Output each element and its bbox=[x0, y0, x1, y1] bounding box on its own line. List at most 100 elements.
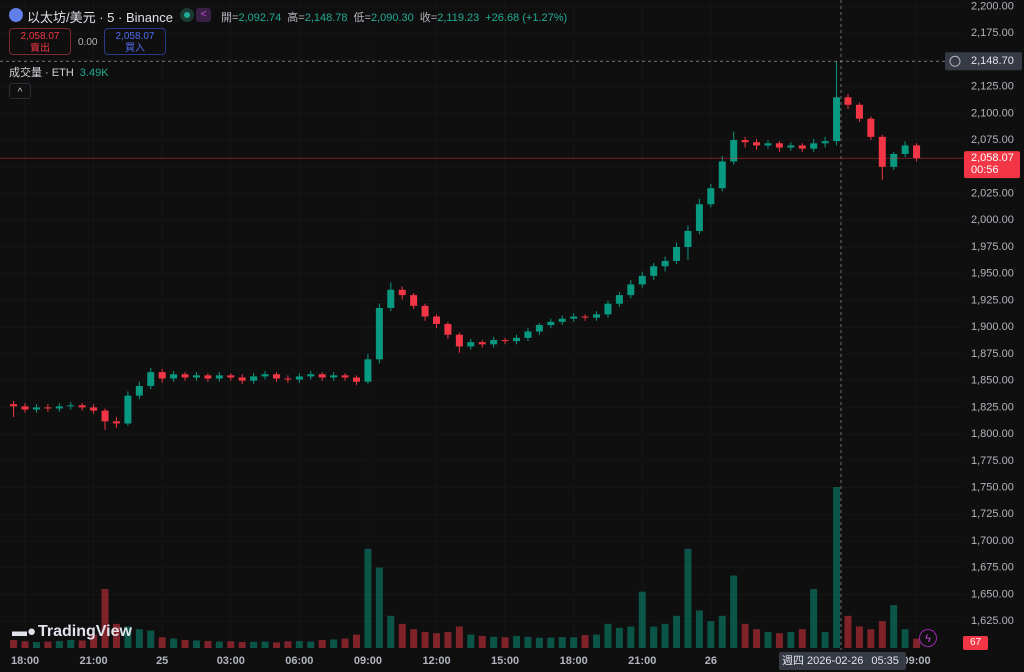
sell-button[interactable]: 2,058.07 賣出 bbox=[9, 28, 71, 55]
status-icon[interactable] bbox=[180, 8, 194, 22]
volume-bar bbox=[341, 638, 349, 648]
candle-body bbox=[581, 316, 589, 318]
candle-body bbox=[227, 375, 235, 378]
y-tick-label: 1,775.00 bbox=[971, 455, 1014, 467]
ohlc-label: 開= bbox=[221, 12, 239, 24]
y-tick-label: 1,825.00 bbox=[971, 401, 1014, 413]
candle-body bbox=[272, 374, 280, 379]
volume-bar bbox=[433, 633, 441, 648]
candle-body bbox=[478, 342, 486, 345]
x-tick-label: 15:00 bbox=[491, 655, 519, 667]
candle-body bbox=[353, 377, 360, 382]
volume-bar bbox=[90, 634, 98, 648]
candle-body bbox=[833, 97, 841, 142]
y-tick-label: 1,900.00 bbox=[971, 321, 1014, 333]
add-alert-icon[interactable] bbox=[949, 55, 961, 67]
volume-bar bbox=[695, 610, 703, 648]
volume-bar bbox=[787, 631, 795, 648]
volume-bar bbox=[684, 548, 692, 648]
volume-bar bbox=[181, 639, 189, 648]
volume-bar bbox=[147, 630, 155, 648]
volume-bar bbox=[112, 623, 120, 648]
ohlc-value: 2,092.74 bbox=[238, 12, 282, 24]
volume-bar bbox=[318, 639, 326, 648]
x-tick-label: 18:00 bbox=[560, 655, 588, 667]
x-tick-label: 25 bbox=[156, 655, 168, 667]
volume-bar bbox=[410, 629, 418, 648]
buy-label: 買入 bbox=[125, 43, 145, 54]
candle-body bbox=[535, 325, 543, 332]
candle-body bbox=[673, 247, 681, 261]
volume-bar bbox=[455, 626, 463, 648]
ohlc-value: 2,119.23 bbox=[437, 12, 480, 24]
volume-bar bbox=[913, 638, 921, 648]
candle-body bbox=[387, 289, 395, 308]
volume-bar bbox=[593, 634, 601, 648]
logo: ▬● TradingView bbox=[12, 623, 132, 641]
crosshair-price-label: 2,148.70 bbox=[971, 55, 1014, 67]
volume-bar bbox=[627, 626, 635, 648]
candle-body bbox=[375, 307, 383, 360]
candle-body bbox=[398, 289, 406, 296]
lightning-button[interactable]: ϟ bbox=[919, 629, 937, 647]
candle-body bbox=[753, 142, 761, 146]
candle-body bbox=[741, 140, 749, 143]
volume-bar bbox=[135, 629, 143, 648]
volume-bar bbox=[364, 548, 372, 648]
volume-legend: 成交量 · ETH 3.49K bbox=[9, 64, 109, 80]
x-tick-label: 03:00 bbox=[217, 655, 245, 667]
candle-body bbox=[215, 375, 223, 379]
sell-price: 2,058.07 bbox=[20, 31, 60, 42]
crosshair-clock: 05:35 bbox=[871, 655, 899, 667]
candle-body bbox=[250, 376, 258, 381]
candle-body bbox=[341, 375, 349, 378]
indicator-icon[interactable]: < bbox=[196, 8, 211, 22]
candle-body bbox=[730, 140, 738, 162]
candle-body bbox=[878, 136, 886, 167]
volume-bar bbox=[524, 636, 532, 648]
volume-bar bbox=[170, 638, 178, 648]
buy-button[interactable]: 2,058.07 買入 bbox=[104, 28, 166, 55]
volume-bar bbox=[581, 635, 589, 648]
candle-body bbox=[295, 376, 303, 380]
volume-bar bbox=[10, 639, 18, 648]
volume-bar bbox=[467, 634, 475, 648]
y-tick-label: 1,925.00 bbox=[971, 294, 1014, 306]
volume-bar bbox=[615, 627, 623, 648]
candle-body bbox=[90, 407, 98, 411]
candle-body bbox=[615, 295, 623, 304]
candle-body bbox=[181, 374, 189, 378]
candle-body bbox=[867, 118, 875, 137]
volume-bar bbox=[764, 631, 772, 648]
volume-bar bbox=[638, 591, 646, 648]
logo-icon: ▬● bbox=[12, 623, 37, 640]
candle-body bbox=[147, 372, 155, 387]
volume-bar bbox=[730, 575, 738, 648]
candle-body bbox=[490, 340, 498, 345]
ohlc-value: 2,090.30 bbox=[370, 12, 414, 24]
last-price-label: 2,058.07 bbox=[971, 152, 1014, 164]
volume-bar bbox=[444, 631, 452, 648]
candle-body bbox=[318, 374, 326, 378]
volume-bar bbox=[661, 623, 669, 648]
volume-bar bbox=[101, 588, 109, 648]
x-tick-label: 09:00 bbox=[902, 655, 930, 667]
symbol[interactable]: 以太坊/美元 · 5 · Binance bbox=[27, 10, 173, 25]
candle-body bbox=[798, 145, 806, 149]
y-tick-label: 1,700.00 bbox=[971, 535, 1014, 547]
candle-body bbox=[718, 161, 726, 189]
y-tick-label: 2,075.00 bbox=[971, 134, 1014, 146]
candle-body bbox=[821, 141, 829, 144]
candle-body bbox=[901, 145, 909, 154]
volume-bar bbox=[478, 635, 486, 648]
volume-bar bbox=[878, 621, 886, 648]
y-tick-label: 1,725.00 bbox=[971, 508, 1014, 520]
collapse-button[interactable]: ^ bbox=[9, 83, 31, 99]
volume-bar bbox=[650, 626, 658, 648]
volume-bar bbox=[78, 640, 86, 648]
candle-body bbox=[513, 337, 521, 342]
y-tick-label: 1,800.00 bbox=[971, 428, 1014, 440]
volume-bar bbox=[570, 637, 578, 648]
candle-body bbox=[570, 316, 578, 319]
